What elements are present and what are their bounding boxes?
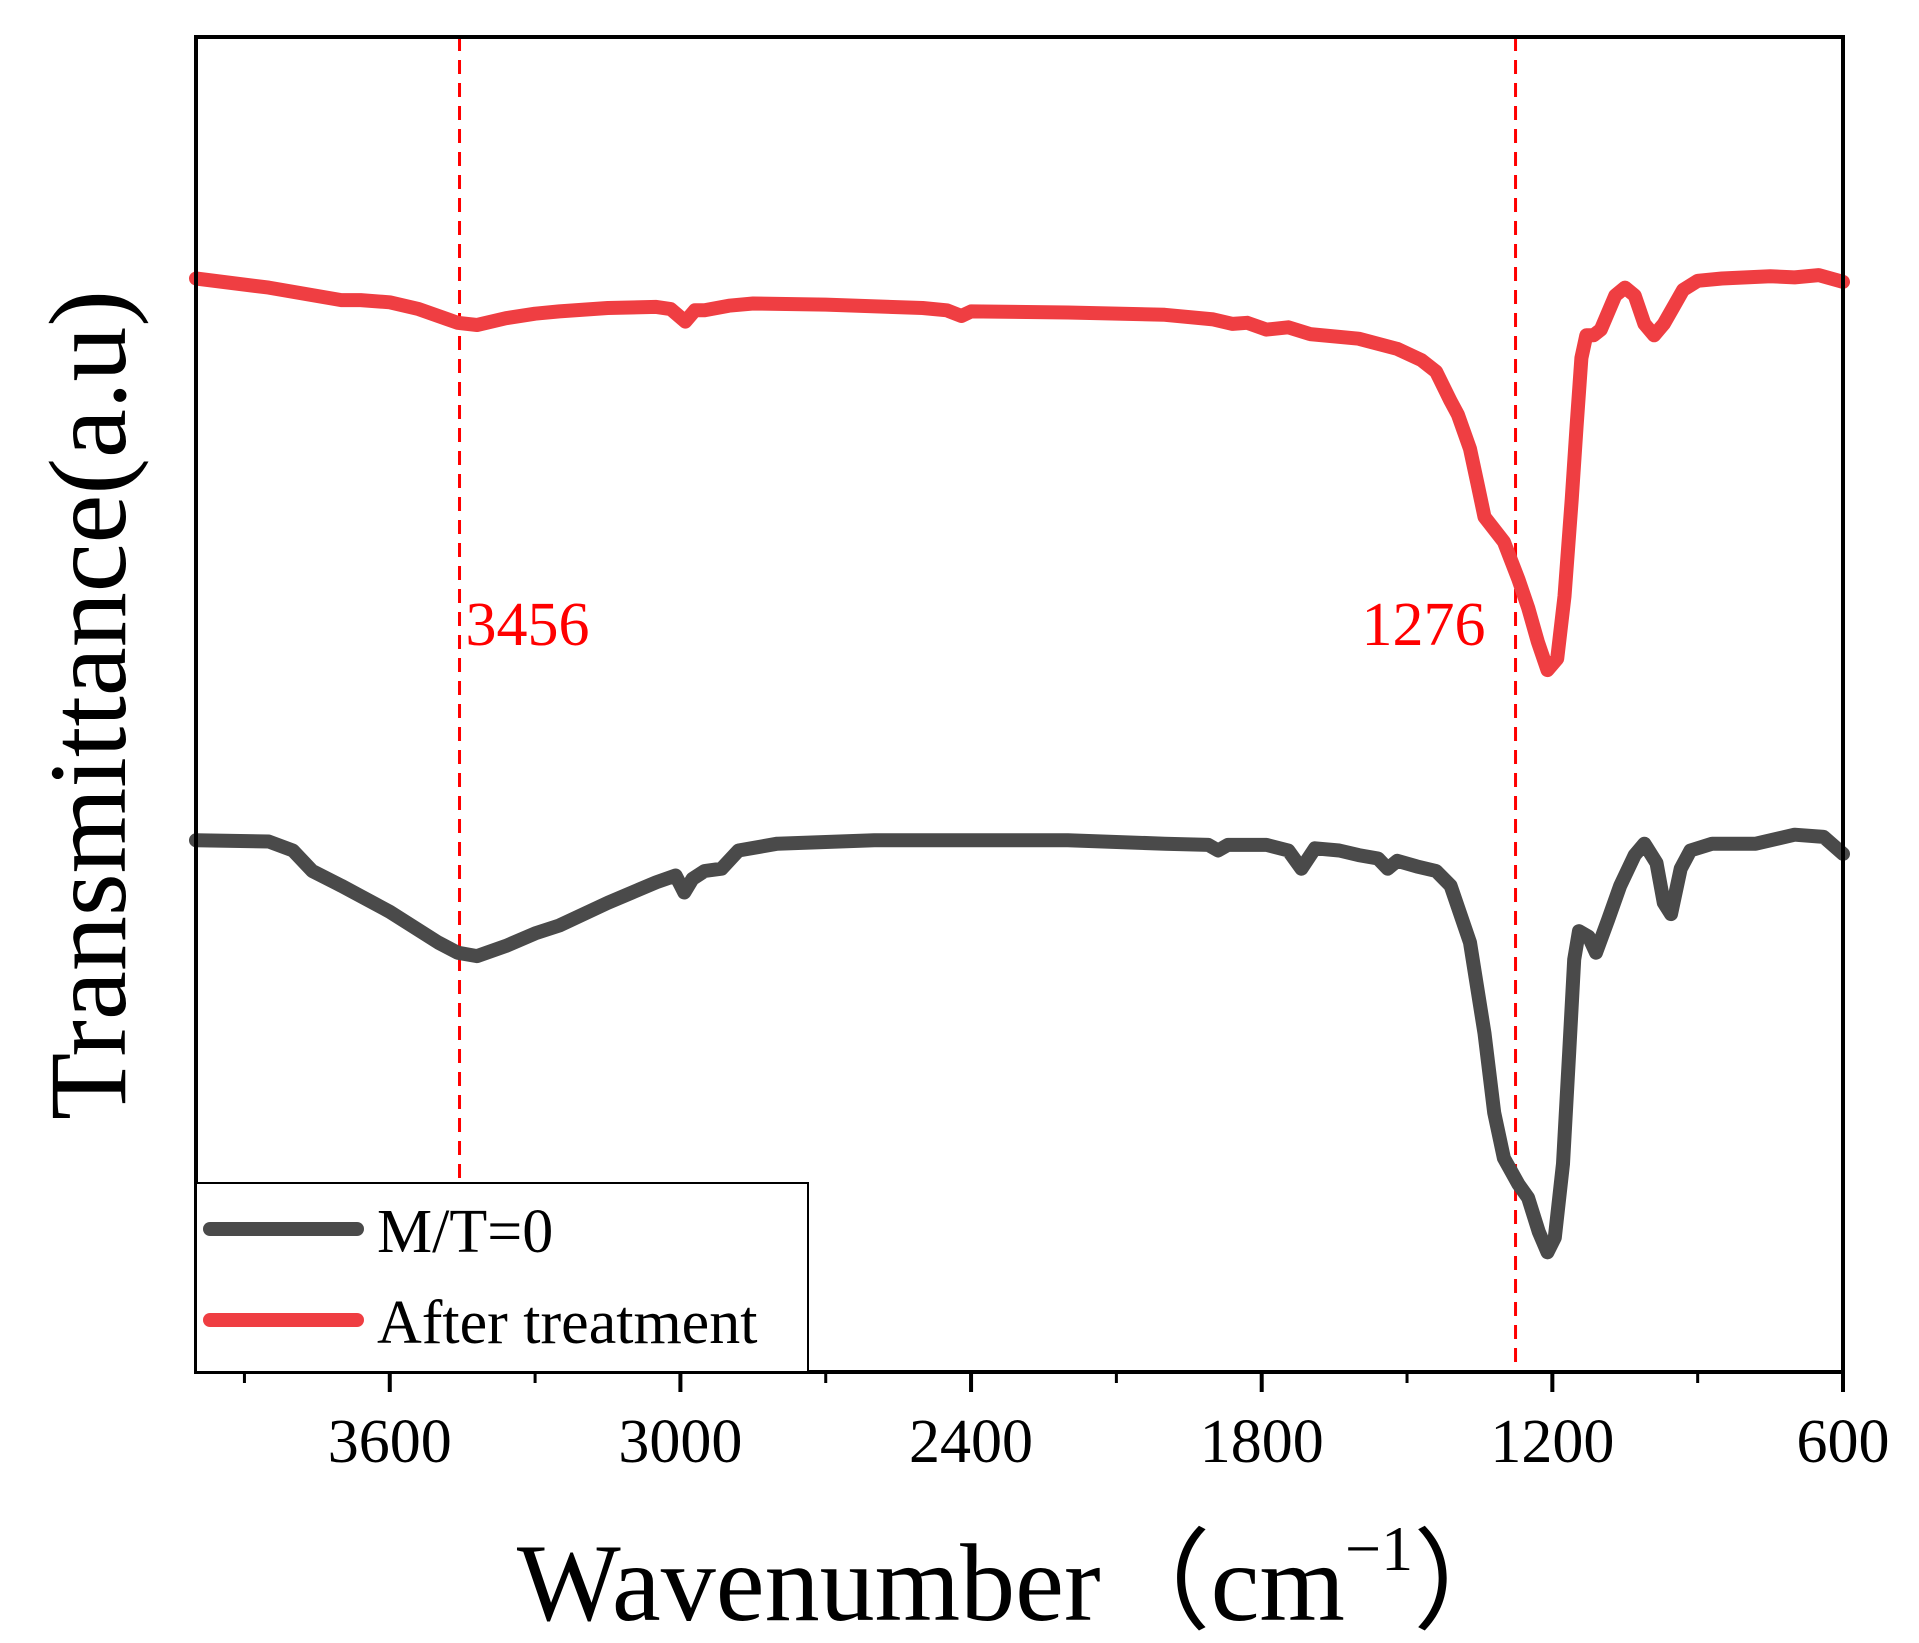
- legend-label-after-treatment: After treatment: [377, 1289, 757, 1357]
- x-tick-label-2400: 2400: [909, 1408, 1033, 1476]
- x-tick-label-1200: 1200: [1490, 1408, 1614, 1476]
- series-line-mt0: [189, 827, 1850, 1260]
- plot-frame: [194, 35, 1845, 1374]
- annotation-label-3456: 3456: [466, 591, 590, 659]
- x-tick-label-1800: 1800: [1200, 1408, 1324, 1476]
- series-line-after-treatment: [189, 268, 1850, 678]
- annotation-label-1276: 1276: [1362, 591, 1486, 659]
- x-axis-label: Wavenumber（cm−1）: [517, 1513, 1523, 1643]
- x-axis-label-text: Wavenumber（cm: [517, 1522, 1345, 1643]
- x-axis-major-ticks: [387, 1372, 1845, 1392]
- x-axis-label-close: ）: [1413, 1522, 1523, 1643]
- legend-box: [195, 1182, 809, 1373]
- x-axis-minor-ticks: [242, 1372, 1700, 1383]
- legend-label-mt0: M/T=0: [377, 1198, 553, 1266]
- legend: M/T=0 After treatment: [195, 1182, 809, 1373]
- series-group: [189, 268, 1850, 1260]
- x-axis-label-superscript: −1: [1345, 1513, 1413, 1584]
- annotations: 3456 1276: [458, 37, 1518, 1372]
- y-axis-label: Transmittance(a.u): [27, 290, 149, 1120]
- x-axis-tick-labels: 3600 3000 2400 1800 1200 600: [328, 1408, 1890, 1476]
- x-tick-label-3600: 3600: [328, 1408, 452, 1476]
- x-tick-label-3000: 3000: [618, 1408, 742, 1476]
- x-tick-label-600: 600: [1797, 1408, 1890, 1476]
